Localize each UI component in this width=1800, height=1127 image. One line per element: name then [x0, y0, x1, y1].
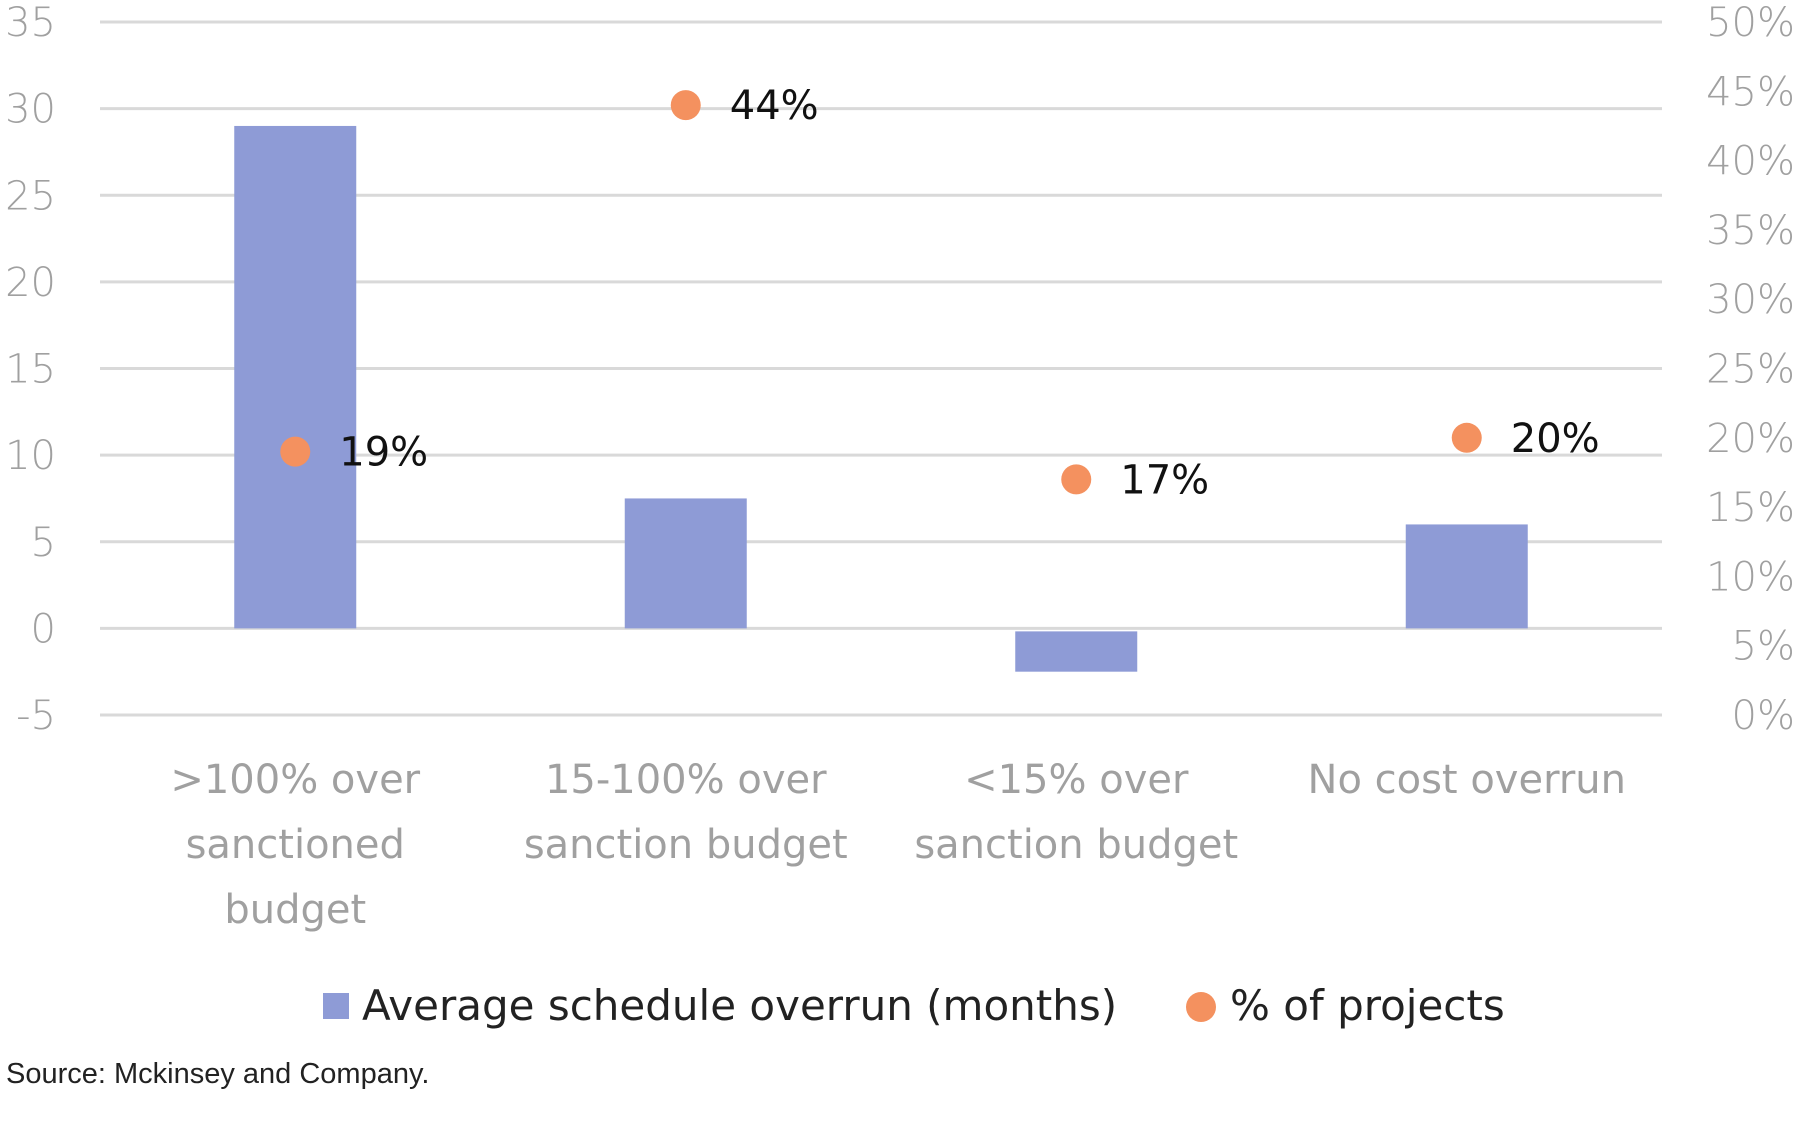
point: [1061, 464, 1092, 495]
legend-swatch-point: [1186, 992, 1216, 1022]
legend: Average schedule overrun (months) % of p…: [323, 981, 1505, 1030]
left-tick-label: 35: [5, 0, 56, 46]
left-tick-label: 25: [5, 173, 56, 219]
right-tick-label: 5%: [1732, 624, 1795, 670]
bar: [234, 125, 357, 629]
left-tick-label: 20: [5, 260, 56, 306]
right-tick-label: 0%: [1732, 693, 1795, 739]
right-tick-label: 25%: [1706, 347, 1795, 393]
point-data-label: 44%: [730, 83, 819, 129]
bars: [234, 125, 1528, 672]
bar: [624, 498, 747, 629]
category-label: <15% over sanction budget: [914, 757, 1238, 868]
category-label: >100% over sanctioned budget: [170, 757, 420, 933]
bar: [1015, 631, 1138, 672]
right-tick-label: 20%: [1706, 416, 1795, 462]
right-tick-label: 50%: [1706, 0, 1795, 46]
point-data-label: 20%: [1511, 416, 1600, 462]
point: [1451, 422, 1482, 453]
bar: [1405, 524, 1528, 629]
point-data-label: 17%: [1120, 457, 1209, 503]
category-labels: >100% over sanctioned budget 15-100% over sa…: [170, 757, 1626, 933]
left-tick-label: 5: [31, 520, 56, 566]
left-tick-label: -5: [16, 693, 56, 739]
left-tick-label: 30: [5, 87, 56, 133]
left-tick-label: 10: [5, 433, 56, 479]
category-label: No cost overrun: [1308, 757, 1626, 803]
left-tick-label: 15: [5, 347, 56, 393]
right-tick-label: 15%: [1706, 485, 1795, 531]
points: 19% 44% 17% 20%: [280, 83, 1600, 503]
right-tick-label: 35%: [1706, 208, 1795, 254]
point: [280, 436, 311, 467]
right-tick-label: 40%: [1706, 139, 1795, 185]
point-data-label: 19%: [339, 430, 428, 476]
legend-label-bar: Average schedule overrun (months): [362, 981, 1117, 1030]
right-tick-label: 45%: [1706, 69, 1795, 115]
right-tick-label: 10%: [1706, 554, 1795, 600]
source-note: Source: Mckinsey and Company.: [6, 1058, 430, 1090]
category-label: 15-100% over sanction budget: [524, 757, 848, 868]
legend-swatch-bar: [323, 993, 349, 1019]
right-axis-ticks: 0% 5% 10% 15% 20% 25% 30% 35% 40% 45% 50%: [1706, 0, 1795, 739]
left-tick-label: 0: [31, 606, 56, 652]
right-tick-label: 30%: [1706, 277, 1795, 323]
left-axis-ticks: -5 0 5 10 15 20 25 30 35: [5, 0, 56, 739]
legend-label-point: % of projects: [1230, 981, 1505, 1030]
gridlines: [100, 20, 1662, 717]
point: [670, 90, 701, 121]
